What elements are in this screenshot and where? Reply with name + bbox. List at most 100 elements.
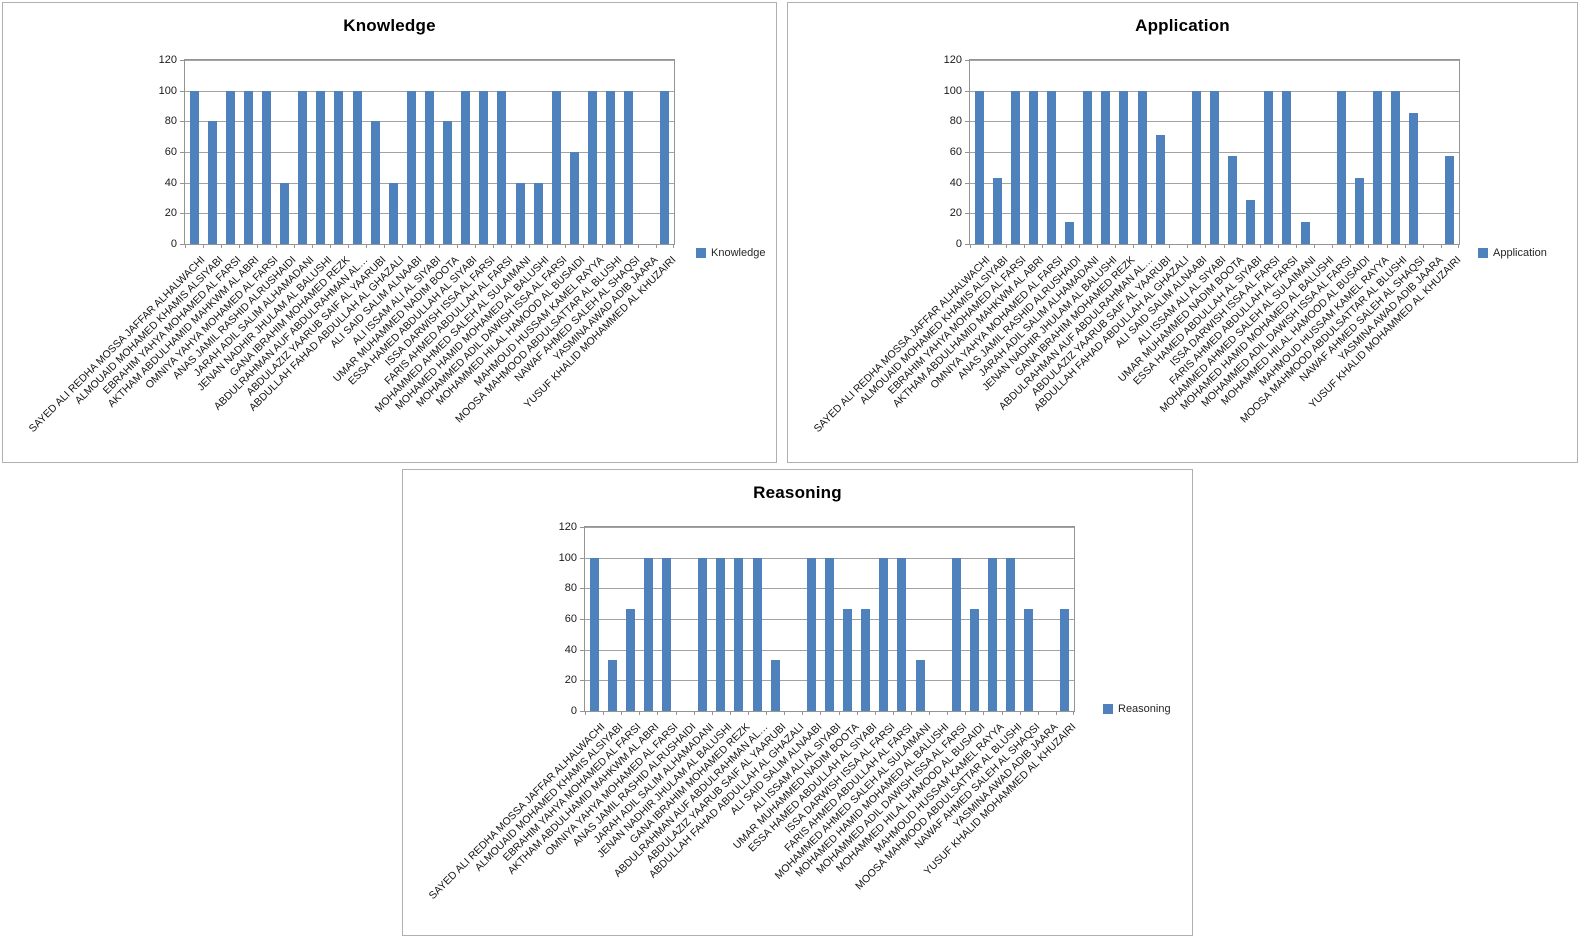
gridline — [970, 60, 1459, 61]
y-axis-label: 20 — [949, 207, 962, 220]
bar — [1354, 178, 1364, 244]
bar — [588, 90, 597, 244]
x-axis-tick — [1296, 244, 1297, 248]
bar — [1210, 90, 1219, 244]
x-axis-tick — [311, 244, 313, 248]
y-axis-label: 20 — [564, 674, 577, 687]
x-axis-tick — [1042, 244, 1044, 248]
y-axis-label: 60 — [949, 146, 962, 158]
x-axis-tick — [1223, 244, 1225, 248]
bar — [243, 90, 253, 244]
y-axis-label: 0 — [570, 705, 577, 717]
x-axis-tick — [384, 244, 386, 248]
x-axis-tick — [693, 711, 695, 715]
bar — [1010, 90, 1020, 244]
bar — [515, 182, 525, 244]
bar — [207, 121, 217, 244]
bar — [992, 178, 1002, 244]
y-axis-tick — [580, 711, 585, 712]
x-axis-tick — [474, 244, 476, 248]
y-axis-label: 100 — [943, 84, 962, 97]
x-axis-tick — [1259, 244, 1261, 248]
x-axis-tick — [511, 244, 512, 248]
bar — [734, 557, 744, 711]
y-axis-label: 120 — [558, 521, 577, 533]
y-axis-label: 120 — [158, 54, 177, 66]
bar — [606, 90, 616, 244]
bar — [624, 90, 634, 244]
bar — [189, 90, 199, 244]
y-axis-tick — [965, 121, 970, 123]
x-axis-tick — [402, 244, 404, 248]
x-axis-tick — [1187, 244, 1189, 248]
chart-title: Reasoning — [753, 483, 842, 502]
x-axis-tick — [657, 711, 659, 715]
y-axis-label: 100 — [158, 84, 177, 97]
x-axis-tick — [874, 711, 876, 715]
bar — [1373, 90, 1382, 244]
x-axis-tick — [1078, 244, 1080, 248]
x-axis-tick — [203, 244, 205, 248]
bar — [1155, 134, 1165, 244]
bar — [479, 90, 489, 244]
y-axis-tick — [180, 182, 185, 184]
y-axis-tick — [965, 244, 970, 245]
bar — [589, 557, 599, 711]
x-axis-tick — [1073, 711, 1074, 715]
bar — [551, 90, 561, 244]
x-axis-tick — [185, 244, 186, 248]
x-axis-tick — [1037, 711, 1039, 715]
y-axis-tick — [580, 680, 585, 682]
bar — [334, 90, 344, 244]
x-axis-tick — [983, 711, 985, 715]
bar — [1409, 112, 1419, 244]
bar — [461, 90, 471, 244]
bar — [262, 90, 271, 244]
x-axis-tick — [547, 244, 549, 248]
chart-title: Knowledge — [343, 16, 436, 35]
x-axis-tick — [748, 711, 749, 715]
bar — [1445, 156, 1455, 244]
x-axis-tick — [784, 711, 786, 715]
y-axis-tick — [965, 60, 970, 61]
x-axis-tick — [856, 711, 858, 715]
legend-swatch-icon — [1478, 248, 1488, 258]
x-axis-tick — [1205, 244, 1207, 248]
bar — [1024, 608, 1034, 711]
x-axis-tick — [820, 711, 822, 715]
legend-swatch-icon — [1103, 704, 1113, 714]
x-axis-tick — [1024, 244, 1026, 248]
bar — [806, 557, 816, 711]
bar — [1047, 90, 1056, 244]
bar — [643, 557, 653, 711]
x-axis-tick — [583, 244, 585, 248]
y-axis-label: 0 — [955, 238, 962, 250]
gridline — [585, 527, 1074, 528]
x-axis-tick — [1096, 244, 1098, 248]
x-axis-tick — [1055, 711, 1057, 715]
bar — [1246, 200, 1256, 244]
bar — [388, 182, 398, 244]
legend-label: Knowledge — [711, 247, 766, 259]
x-axis-tick — [1440, 244, 1442, 248]
y-axis-label: 100 — [558, 551, 577, 564]
x-axis-tick — [673, 244, 674, 248]
bar — [316, 90, 326, 244]
x-axis-tick — [1001, 711, 1003, 715]
legend: Reasoning — [1103, 703, 1171, 715]
x-axis-tick — [637, 244, 639, 248]
y-axis-tick — [180, 244, 185, 245]
bar — [370, 121, 380, 244]
plot-area: 0 20 40 60 80 100 120 SAYED ALI REDHA MOSSA JAF… — [812, 54, 1464, 435]
x-axis-tick — [1404, 244, 1406, 248]
x-axis-tick — [766, 711, 768, 715]
x-axis-tick — [1114, 244, 1116, 248]
x-axis-tick — [565, 244, 567, 248]
y-axis-label: 80 — [564, 582, 577, 595]
x-axis-tick — [1019, 711, 1021, 715]
x-axis-tick — [348, 244, 349, 248]
bar — [1300, 222, 1310, 244]
x-axis-tick — [729, 711, 731, 715]
bar — [1264, 90, 1274, 244]
bar — [352, 90, 362, 244]
